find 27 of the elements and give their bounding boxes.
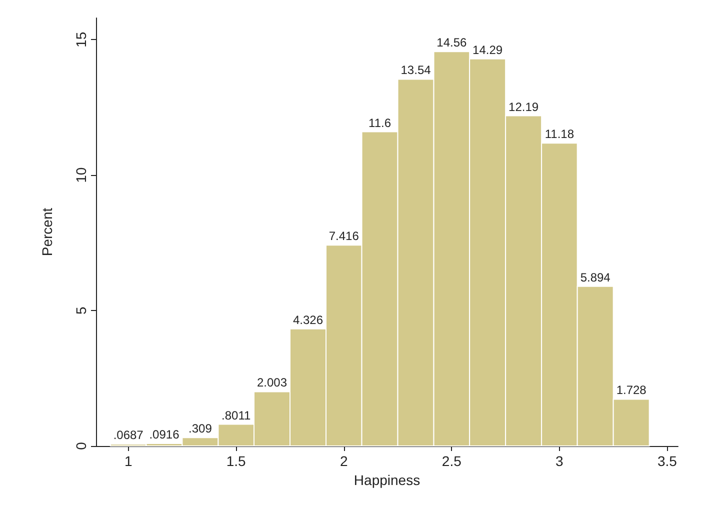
data-label: 12.19	[508, 100, 539, 114]
data-label: .8011	[222, 408, 252, 422]
data-label: 11.18	[544, 127, 574, 142]
data-label: 7.416	[328, 229, 360, 244]
data-label: .309	[188, 422, 212, 436]
data-label: 11.6	[368, 116, 392, 130]
x-tick-label: 1	[124, 453, 132, 469]
x-tick-label: 2	[340, 453, 348, 469]
y-tick-label: 15	[73, 32, 89, 48]
data-label: 14.56	[436, 36, 468, 50]
y-tick-label: 0	[73, 442, 89, 450]
y-tick-label: 10	[73, 167, 89, 183]
x-tick-label: 1.5	[226, 453, 246, 469]
x-tick-label: 3.5	[657, 453, 678, 469]
y-tick-label: 5	[73, 306, 89, 314]
y-axis-title: Percent	[39, 208, 55, 256]
data-label: .0687	[113, 428, 144, 442]
x-axis-title: Happiness	[354, 472, 420, 488]
data-label: 14.29	[472, 42, 503, 57]
x-tick-label: 3	[556, 453, 564, 469]
data-label: 13.54	[400, 63, 432, 78]
data-label: 4.326	[292, 312, 324, 327]
data-label: 1.728	[616, 383, 647, 398]
data-label: .0916	[149, 428, 180, 442]
data-label: 5.894	[580, 270, 611, 284]
data-label: 2.003	[256, 376, 288, 390]
x-tick-label: 2.5	[442, 453, 462, 469]
